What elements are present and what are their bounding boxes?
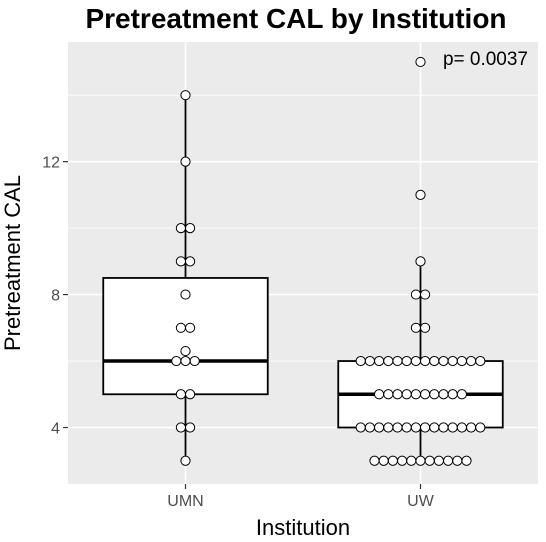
- chart-title: Pretreatment CAL by Institution: [85, 3, 506, 34]
- data-point: [475, 355, 486, 367]
- data-point: [420, 289, 431, 300]
- data-point: [185, 389, 196, 400]
- data-point: [175, 389, 186, 400]
- data-point: [456, 422, 467, 433]
- y-tick-label: 8: [51, 288, 60, 305]
- data-point: [387, 455, 398, 466]
- data-point: [456, 389, 467, 400]
- data-point: [185, 322, 196, 333]
- data-point: [466, 355, 477, 367]
- data-point: [420, 389, 431, 400]
- data-point: [364, 355, 375, 367]
- data-point: [175, 256, 186, 267]
- data-point: [355, 422, 366, 433]
- data-point: [397, 455, 408, 466]
- data-point: [475, 422, 486, 433]
- data-point: [447, 355, 458, 367]
- x-tick-label: UW: [407, 493, 435, 510]
- data-point: [429, 355, 440, 367]
- data-point: [171, 355, 182, 367]
- y-tick-label: 4: [51, 421, 60, 438]
- data-point: [180, 156, 191, 167]
- data-point: [424, 455, 435, 466]
- data-point: [392, 355, 403, 367]
- data-point: [374, 355, 385, 367]
- data-point: [452, 455, 463, 466]
- data-point: [410, 422, 421, 433]
- data-point: [392, 422, 403, 433]
- data-point: [185, 422, 196, 433]
- data-point: [433, 455, 444, 466]
- data-point: [456, 355, 467, 367]
- data-point: [410, 289, 421, 300]
- data-point: [438, 422, 449, 433]
- data-point: [415, 455, 426, 466]
- data-point: [429, 422, 440, 433]
- data-point: [447, 389, 458, 400]
- data-point: [180, 455, 191, 466]
- data-point: [185, 223, 196, 234]
- data-point: [401, 389, 412, 400]
- data-point: [180, 289, 191, 300]
- data-point: [185, 256, 196, 267]
- data-point: [175, 223, 186, 234]
- data-point: [189, 355, 200, 367]
- data-point: [438, 355, 449, 367]
- data-point: [374, 422, 385, 433]
- y-tick-label: 12: [42, 155, 60, 172]
- x-axis: UMN UW: [167, 484, 435, 510]
- y-axis: 4 8 12: [42, 155, 68, 438]
- data-point: [383, 422, 394, 433]
- data-point: [175, 422, 186, 433]
- data-point: [401, 355, 412, 367]
- data-point: [180, 355, 191, 367]
- p-value-annotation: p= 0.0037: [443, 49, 528, 70]
- data-points: [171, 56, 486, 466]
- y-axis-title: Pretreatment CAL: [0, 175, 25, 351]
- data-point: [383, 355, 394, 367]
- data-point: [466, 422, 477, 433]
- data-point: [415, 256, 426, 267]
- data-point: [410, 389, 421, 400]
- data-point: [383, 389, 394, 400]
- data-point: [406, 455, 417, 466]
- data-point: [378, 455, 389, 466]
- data-point: [410, 355, 421, 367]
- data-point: [438, 389, 449, 400]
- data-point: [364, 422, 375, 433]
- data-point: [374, 389, 385, 400]
- data-point: [443, 455, 454, 466]
- data-point: [410, 322, 421, 333]
- x-tick-label: UMN: [167, 493, 203, 510]
- data-point: [401, 422, 412, 433]
- data-point: [420, 355, 431, 367]
- data-point: [369, 455, 380, 466]
- data-point: [392, 389, 403, 400]
- data-point: [415, 56, 426, 68]
- data-point: [355, 355, 366, 367]
- data-point: [180, 345, 191, 357]
- x-axis-title: Institution: [256, 515, 350, 540]
- data-point: [420, 422, 431, 433]
- data-point: [180, 90, 191, 101]
- data-point: [175, 322, 186, 333]
- data-point: [461, 455, 472, 466]
- data-point: [415, 189, 426, 200]
- data-point: [447, 422, 458, 433]
- data-point: [420, 322, 431, 333]
- data-point: [429, 389, 440, 400]
